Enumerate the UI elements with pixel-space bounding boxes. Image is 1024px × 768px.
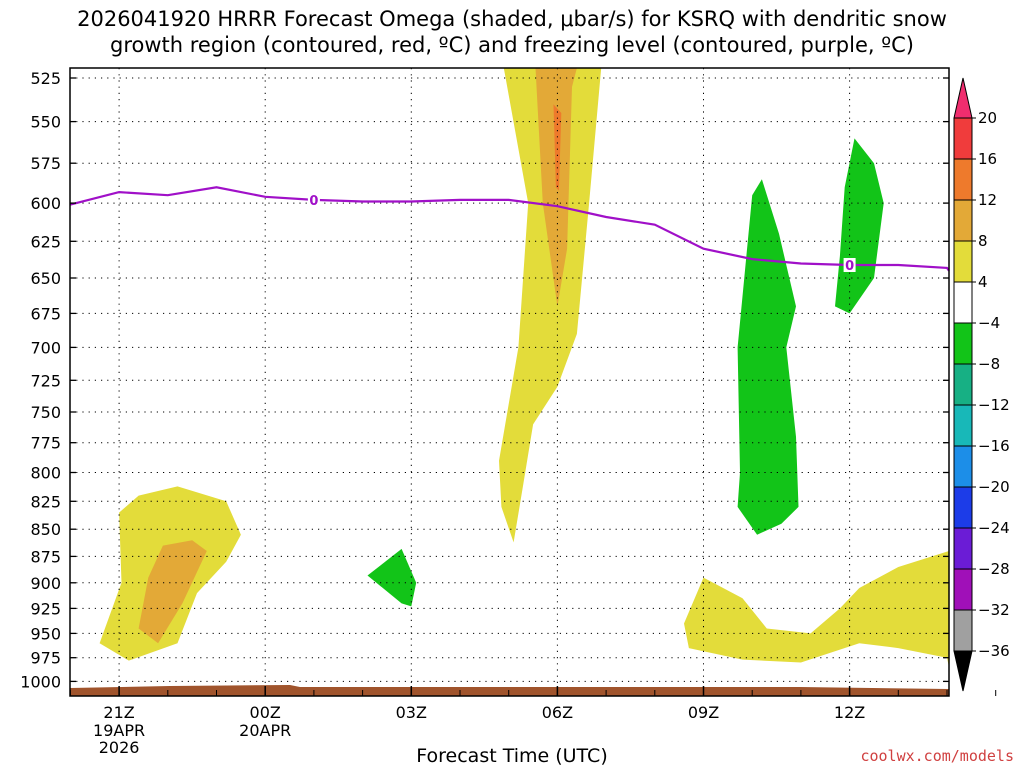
y-tick-label-950: 950: [30, 624, 61, 643]
colorbar-label-0: 20: [978, 109, 997, 127]
y-tick-label-975: 975: [30, 649, 61, 668]
x-axis-title: Forecast Time (UTC): [416, 745, 608, 767]
colorbar-label-2: 12: [978, 191, 997, 209]
y-tick-label-675: 675: [30, 304, 61, 323]
colorbar-segment-11: [953, 527, 973, 570]
omega-region-2: [553, 104, 562, 191]
y-tick-label-925: 925: [30, 599, 61, 618]
terrain-band: [70, 685, 949, 696]
colorbar-segment-1: [953, 117, 973, 160]
freezing-level-line: [70, 186, 950, 272]
colorbar-label-1: 16: [978, 150, 997, 168]
colorbar-label-6: −8: [978, 355, 1000, 373]
x-tick-label-00Z: 00Z: [250, 703, 281, 722]
colorbar-label-8: −16: [978, 437, 1010, 455]
omega-region-7: [367, 548, 417, 607]
colorbar-label-10: −24: [978, 519, 1010, 537]
x-tick-label-21Z: 21Z: [103, 703, 134, 722]
omega-region-8: [737, 179, 799, 535]
y-tick-label-775: 775: [30, 434, 61, 453]
x-tick-label-06Z: 06Z: [542, 703, 573, 722]
colorbar-top-arrow: [953, 77, 973, 119]
omega-region-4: [138, 540, 207, 644]
colorbar-segment-3: [953, 199, 973, 242]
omega-region-0: [499, 68, 602, 543]
y-axis: 525 550 575 600 625 650 675 700 725 750 775 800 825 8…: [20, 69, 949, 691]
y-tick-label-525: 525: [30, 69, 61, 88]
x-tick-sublabel-21Z-0: 19APR: [93, 721, 145, 740]
colorbar-segment-7: [953, 363, 973, 406]
y-tick-label-1000: 1000: [20, 672, 61, 691]
chart-title: 2026041920 HRRR Forecast Omega (shaded, …: [0, 6, 1024, 58]
y-tick-label-900: 900: [30, 574, 61, 593]
y-tick-label-750: 750: [30, 403, 61, 422]
x-tick-label-12Z: 12Z: [834, 703, 865, 722]
x-tick-sublabel-21Z-1: 2026: [99, 738, 140, 757]
x-tick-label-09Z: 09Z: [688, 703, 719, 722]
colorbar-segment-6: [953, 322, 973, 365]
y-tick-label-725: 725: [30, 371, 61, 390]
freezing-label-bg-1: [843, 258, 856, 272]
freezing-label-1: 0: [845, 259, 854, 274]
colorbar-label-9: −20: [978, 478, 1010, 496]
y-tick-label-550: 550: [30, 113, 61, 132]
colorbar-segment-4: [953, 240, 973, 283]
colorbar-segment-9: [953, 445, 973, 488]
omega-region-5: [684, 551, 949, 668]
freezing-label-0: 0: [309, 194, 318, 209]
chart-title-line-1: 2026041920 HRRR Forecast Omega (shaded, …: [77, 7, 947, 31]
freezing-level-labels: 00: [307, 192, 856, 274]
y-tick-label-575: 575: [30, 154, 61, 173]
y-tick-label-800: 800: [30, 464, 61, 483]
grid-lines: [69, 68, 997, 696]
colorbar-bottom-arrow: [953, 650, 973, 692]
x-tick-sublabel-00Z-0: 20APR: [239, 721, 291, 740]
colorbar-label-11: −28: [978, 560, 1010, 578]
y-tick-label-600: 600: [30, 194, 61, 213]
colorbar: 20 16 12 8 4 −4 −8 −12 −16 −20 −24 −28 −32 −36: [953, 77, 1010, 692]
y-tick-label-650: 650: [30, 269, 61, 288]
y-tick-label-700: 700: [30, 338, 61, 357]
credit-text: coolwx.com/models: [860, 747, 1014, 765]
colorbar-label-13: −36: [978, 642, 1010, 660]
y-tick-label-825: 825: [30, 492, 61, 511]
colorbar-segment-8: [953, 404, 973, 447]
colorbar-segment-10: [953, 486, 973, 529]
y-tick-label-875: 875: [30, 547, 61, 566]
y-tick-label-625: 625: [30, 232, 61, 251]
colorbar-label-7: −12: [978, 396, 1010, 414]
x-tick-label-03Z: 03Z: [396, 703, 427, 722]
plot-frame: [69, 67, 950, 697]
freezing-label-bg-0: [307, 192, 320, 207]
plot-background: [70, 68, 949, 696]
colorbar-label-4: 4: [978, 273, 988, 291]
colorbar-segment-13: [953, 609, 973, 652]
chart-title-line-2: growth region (contoured, red, ºC) and f…: [110, 33, 914, 57]
colorbar-label-3: 8: [978, 232, 988, 250]
y-tick-label-850: 850: [30, 520, 61, 539]
colorbar-label-5: −4: [978, 314, 1000, 332]
colorbar-segment-12: [953, 568, 973, 611]
colorbar-segment-5: [953, 281, 973, 324]
colorbar-label-12: −32: [978, 601, 1010, 619]
colorbar-segment-2: [953, 158, 973, 201]
